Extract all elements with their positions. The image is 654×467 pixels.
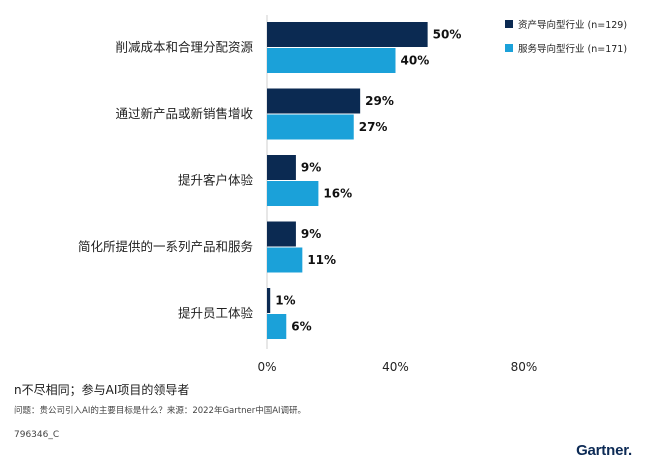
category-label: 提升客户体验 xyxy=(178,173,254,188)
legend-label: 服务导向型行业 (n=171) xyxy=(518,43,627,55)
data-label: 27% xyxy=(359,120,388,134)
data-label: 11% xyxy=(307,253,336,267)
bar xyxy=(267,314,287,339)
bar-chart: 0% 40% 80% 50%40%削减成本和合理分配资源29%27%通过新产品或新销… xyxy=(78,15,627,374)
gartner-logo: Gartner. xyxy=(576,442,632,459)
logo-dot: . xyxy=(628,442,632,459)
bar xyxy=(267,114,354,140)
legend-label: 资产导向型行业 (n=129) xyxy=(518,19,627,31)
category-label: 削减成本和合理分配资源 xyxy=(115,40,253,55)
data-label: 6% xyxy=(291,320,311,334)
x-tick-label: 0% xyxy=(257,360,276,374)
x-tick-label: 40% xyxy=(382,360,409,374)
data-label: 1% xyxy=(275,294,295,308)
bar xyxy=(267,88,361,114)
footer-source: 问题：贵公司引入AI的主要目标是什么？来源：2022年Gartner中国AI调研… xyxy=(14,406,307,416)
data-label: 9% xyxy=(301,227,321,241)
category-label: 简化所提供的一系列产品和服务 xyxy=(78,239,253,254)
bar xyxy=(267,221,296,247)
data-label: 50% xyxy=(433,28,462,42)
legend-swatch xyxy=(505,20,513,28)
bars-layer xyxy=(267,22,428,339)
x-tick-label: 80% xyxy=(511,360,538,374)
data-label: 16% xyxy=(323,187,352,201)
category-label: 通过新产品或新销售增收 xyxy=(115,106,253,121)
bar xyxy=(267,155,296,180)
data-label: 9% xyxy=(301,161,321,175)
labels-layer: 50%40%削减成本和合理分配资源29%27%通过新产品或新销售增收9%16%提… xyxy=(78,28,461,334)
category-label: 提升员工体验 xyxy=(178,306,254,321)
footer-note: n不尽相同；参与AI项目的领导者 xyxy=(14,383,190,397)
bar xyxy=(267,48,396,73)
footer-id: 796346_C xyxy=(14,430,60,440)
legend-swatch xyxy=(505,44,513,52)
bar xyxy=(267,288,271,313)
brand-name: Gartner xyxy=(576,442,629,459)
bar xyxy=(267,247,303,273)
data-label: 40% xyxy=(401,54,430,68)
bar xyxy=(267,181,319,206)
bar xyxy=(267,22,428,47)
legend: 资产导向型行业 (n=129) 服务导向型行业 (n=171) xyxy=(505,19,627,55)
data-label: 29% xyxy=(365,94,394,108)
